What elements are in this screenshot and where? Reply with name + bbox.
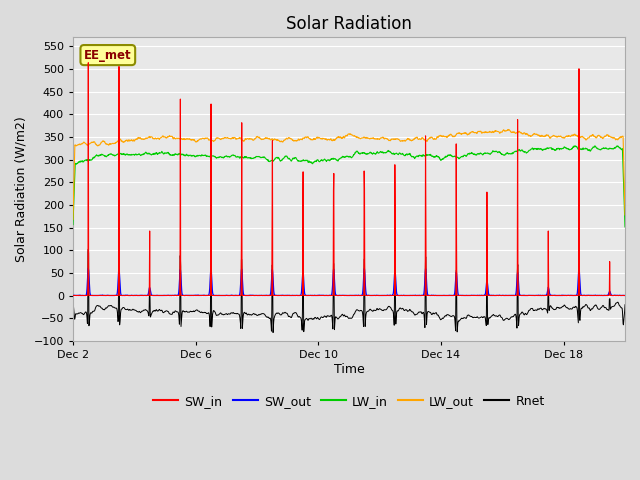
- SW_in: [424, 293, 432, 299]
- LW_out: [545, 134, 553, 140]
- Rnet: [545, 308, 553, 313]
- SW_in: [84, 60, 92, 66]
- SW_out: [424, 292, 431, 298]
- SW_in: [307, 293, 314, 299]
- SW_out: [363, 292, 371, 298]
- LW_in: [621, 224, 629, 230]
- Rnet: [575, 243, 583, 249]
- LW_in: [591, 143, 599, 149]
- SW_out: [69, 293, 77, 299]
- Rnet: [621, 302, 629, 308]
- LW_in: [315, 158, 323, 164]
- Line: LW_in: LW_in: [73, 146, 625, 227]
- Rnet: [269, 330, 277, 336]
- LW_out: [102, 141, 109, 146]
- Line: LW_out: LW_out: [73, 130, 625, 219]
- SW_out: [545, 287, 553, 292]
- SW_in: [621, 293, 629, 299]
- Legend: SW_in, SW_out, LW_in, LW_out, Rnet: SW_in, SW_out, LW_in, LW_out, Rnet: [148, 390, 550, 412]
- SW_out: [102, 293, 109, 299]
- SW_in: [316, 293, 323, 299]
- SW_out: [315, 293, 323, 299]
- SW_in: [363, 293, 371, 299]
- Line: SW_out: SW_out: [73, 268, 625, 296]
- LW_out: [621, 212, 629, 218]
- LW_in: [306, 159, 314, 165]
- LW_in: [545, 145, 553, 151]
- Title: Solar Radiation: Solar Radiation: [286, 15, 412, 33]
- LW_out: [69, 216, 77, 222]
- LW_out: [315, 135, 323, 141]
- SW_in: [69, 293, 77, 299]
- SW_out: [575, 265, 583, 271]
- Rnet: [307, 316, 314, 322]
- LW_out: [424, 137, 431, 143]
- Rnet: [102, 305, 109, 311]
- Rnet: [316, 316, 323, 322]
- SW_out: [621, 293, 629, 299]
- LW_in: [69, 222, 77, 228]
- LW_in: [102, 153, 109, 159]
- Rnet: [424, 309, 432, 314]
- Line: Rnet: Rnet: [73, 246, 625, 333]
- Y-axis label: Solar Radiation (W/m2): Solar Radiation (W/m2): [15, 116, 28, 262]
- LW_out: [306, 136, 314, 142]
- Rnet: [69, 297, 77, 303]
- SW_in: [545, 293, 553, 299]
- X-axis label: Time: Time: [333, 362, 364, 376]
- Text: EE_met: EE_met: [84, 48, 132, 61]
- LW_out: [363, 135, 371, 141]
- SW_out: [306, 293, 314, 299]
- Line: SW_in: SW_in: [73, 63, 625, 296]
- LW_in: [424, 153, 431, 158]
- LW_out: [505, 127, 513, 132]
- SW_in: [102, 293, 109, 299]
- LW_in: [363, 151, 371, 157]
- Rnet: [363, 309, 371, 314]
